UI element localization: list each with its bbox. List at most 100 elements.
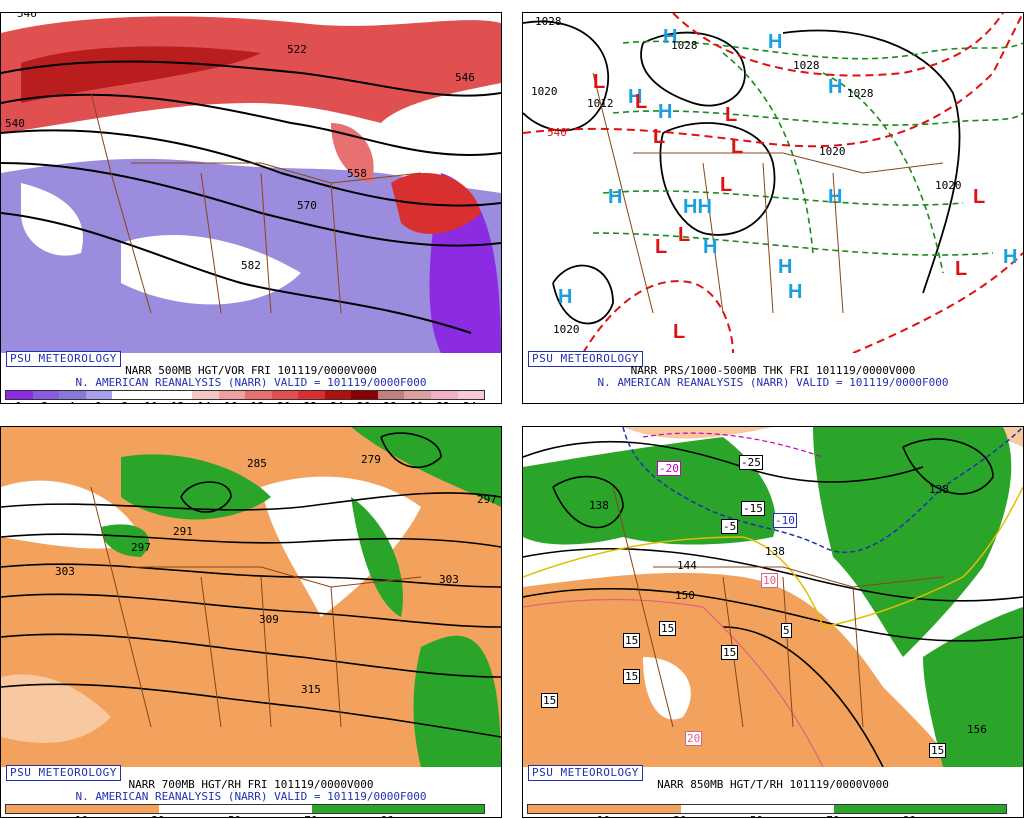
colorbar-tick-label: 2 (42, 400, 49, 403)
psu-meteorology-badge: PSU METEOROLOGY (528, 351, 643, 367)
colorbar-swatch (165, 391, 192, 399)
colorbar-tick-label: 50 (228, 814, 241, 817)
colorbar-swatch (377, 391, 405, 399)
height-label: 156 (967, 723, 987, 736)
colorbar-swatch (138, 391, 166, 399)
psu-meteorology-badge: PSU METEOROLOGY (6, 765, 121, 781)
colorbar-tick-label: 90 (903, 814, 916, 817)
colorbar-tick-label: 28 (383, 400, 396, 403)
temp-label: 10 (761, 573, 779, 588)
temp-label: -10 (773, 513, 797, 528)
isobar-label: 1020 (819, 145, 846, 158)
height-label: 138 (589, 499, 609, 512)
colorbar-tick-label: 12 (171, 400, 184, 403)
svg-text:H: H (608, 186, 622, 208)
svg-text:H: H (658, 101, 672, 123)
svg-text:H: H (703, 236, 717, 258)
colorbar-swatch (351, 391, 378, 399)
contour-label: 582 (241, 259, 261, 272)
colorbar-tick-label: 16 (224, 400, 237, 403)
rh-colorbar (5, 804, 485, 814)
svg-text:L: L (678, 224, 690, 246)
colorbar-tick-label: 50 (750, 814, 763, 817)
caption-line-2: N. AMERICAN REANALYSIS (NARR) VALID = 10… (597, 376, 949, 389)
isobar-label: 1020 (935, 179, 962, 192)
svg-text:L: L (731, 136, 743, 158)
colorbar-tick-label: 22 (304, 400, 317, 403)
map-700mb (1, 427, 501, 767)
isobar-label: 1028 (671, 39, 698, 52)
temp-label: 15 (623, 669, 641, 684)
svg-text:L: L (673, 321, 685, 343)
svg-text:L: L (593, 71, 605, 93)
colorbar-swatch (431, 391, 458, 399)
colorbar-tick-label: 70 (304, 814, 317, 817)
colorbar-tick-label: 26 (357, 400, 370, 403)
temp-label: 15 (541, 693, 559, 708)
svg-text:H: H (828, 186, 842, 208)
colorbar-tick-label: 30 (673, 814, 686, 817)
isobar-label: 1020 (553, 323, 580, 336)
height-label: 279 (361, 453, 381, 466)
temp-label: 15 (721, 645, 739, 660)
height-label: 297 (477, 493, 497, 506)
height-label: 297 (131, 541, 151, 554)
rh-colorbar (527, 804, 1007, 814)
svg-text:HH: HH (683, 196, 712, 218)
colorbar-swatch (218, 391, 246, 399)
colorbar-tick-label: 70 (826, 814, 839, 817)
colorbar-tick-label: 20 (277, 400, 290, 403)
isobar-label: 1028 (847, 87, 874, 100)
contour-label: 546 (455, 71, 475, 84)
rh-colorbar-ticks: 10 30 50 70 90 (527, 814, 1005, 817)
colorbar-tick-label: 10 (597, 814, 610, 817)
colorbar-tick-label: 4 (68, 400, 75, 403)
rh-colorbar-ticks: 10 30 50 70 90 (5, 814, 483, 817)
temp-label: 15 (659, 621, 677, 636)
colorbar-tick-label: 10 (75, 814, 88, 817)
colorbar-tick-label: 8 (121, 400, 128, 403)
temp-label: -25 (739, 455, 763, 470)
caption-line-2: N. AMERICAN REANALYSIS (NARR) VALID = 10… (75, 376, 427, 389)
height-label: 315 (301, 683, 321, 696)
svg-text:L: L (655, 236, 667, 258)
temp-label: 20 (685, 731, 703, 746)
contour-label: 540 (5, 117, 25, 130)
panel-sea-level-pressure-thickness: H H H H H H HH H H H H H H L L L L L L L (522, 12, 1024, 404)
svg-text:L: L (955, 258, 967, 280)
colorbar-tick-label: 6 (95, 400, 102, 403)
svg-text:H: H (1003, 246, 1017, 268)
svg-text:H: H (558, 286, 572, 308)
colorbar-tick-label: 30 (151, 814, 164, 817)
colorbar-swatch (271, 391, 299, 399)
colorbar-tick-label: 34 (463, 400, 476, 403)
panel-850mb-temp-rh: PSU METEOROLOGY NARR 850MB HGT/T/RH 1011… (522, 426, 1024, 818)
contour-label: 546 (17, 12, 37, 20)
temp-label: -15 (741, 501, 765, 516)
colorbar-tick-label: 90 (381, 814, 394, 817)
svg-text:H: H (788, 281, 802, 303)
colorbar-tick-label: 24 (330, 400, 343, 403)
temp-label: 15 (929, 743, 947, 758)
height-label: 144 (677, 559, 697, 572)
height-label: 303 (55, 565, 75, 578)
height-label: 291 (173, 525, 193, 538)
colorbar-swatch (6, 391, 33, 399)
thickness-label: 540 (547, 126, 567, 139)
temp-label: -5 (721, 519, 739, 534)
isobar-label: 1028 (535, 15, 562, 28)
temp-label: 15 (623, 633, 641, 648)
contour-label: 522 (287, 43, 307, 56)
colorbar-swatch (245, 391, 272, 399)
caption-line-1: NARR 850MB HGT/T/RH 101119/0000V000 (657, 778, 889, 791)
colorbar-swatch (112, 391, 139, 399)
panel-500mb-vorticity: PSU METEOROLOGY NARR 500MB HGT/VOR FRI 1… (0, 12, 502, 404)
isobar-label: 1012 (587, 97, 614, 110)
svg-text:L: L (973, 186, 985, 208)
colorbar-swatch (457, 391, 485, 399)
colorbar-swatch (404, 391, 431, 399)
temp-label: -20 (657, 461, 681, 476)
colorbar-swatch (85, 391, 113, 399)
svg-text:H: H (663, 26, 677, 48)
vorticity-colorbar-ticks: 0246810121416182022242628303234 (5, 400, 483, 403)
